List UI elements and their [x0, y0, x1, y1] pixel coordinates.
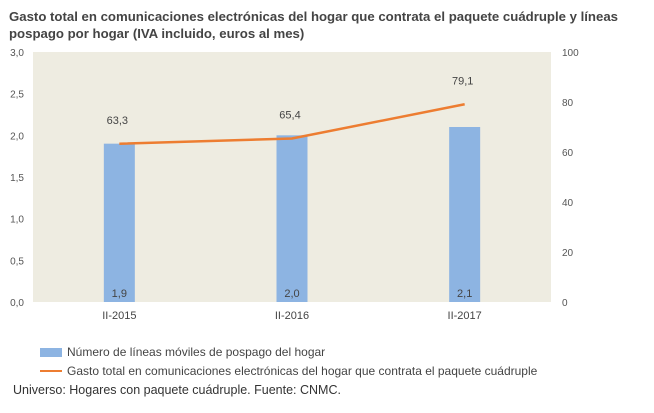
right-tick-label: 0 — [562, 298, 568, 309]
source-note: Universo: Hogares con paquete cuádruple.… — [13, 383, 341, 397]
bar-series — [103, 127, 481, 302]
left-tick-label: 0,0 — [10, 298, 24, 309]
right-tick-label: 40 — [562, 198, 574, 209]
legend-item-bars: Número de líneas móviles de pospago del … — [40, 345, 325, 359]
bar — [103, 143, 135, 302]
line-series — [119, 103, 465, 145]
legend-label-line: Gasto total en comunicaciones electrónic… — [67, 364, 538, 378]
bar-data-labels: 1,9 2,0 2,1 — [112, 288, 473, 300]
category-label: II-2016 — [275, 310, 309, 322]
left-tick-label: 1,5 — [10, 173, 24, 184]
bar-data-label: 2,1 — [457, 288, 472, 300]
right-tick-label: 60 — [562, 148, 574, 159]
legend-label-bars: Número de líneas móviles de pospago del … — [67, 345, 326, 359]
right-tick-label: 20 — [562, 248, 574, 259]
right-tick-label: 80 — [562, 98, 574, 109]
bar — [276, 135, 308, 302]
legend-swatch-bar — [40, 347, 62, 357]
bar — [449, 127, 481, 302]
left-tick-label: 2,5 — [10, 90, 24, 101]
left-tick-label: 2,0 — [10, 131, 24, 142]
left-tick-label: 1,0 — [10, 215, 24, 226]
left-tick-label: 0,5 — [10, 256, 24, 267]
line-data-label: 79,1 — [452, 75, 473, 87]
legend-item-line: Gasto total en comunicaciones electrónic… — [40, 364, 537, 378]
legend-swatch-line — [40, 370, 62, 372]
x-axis: II-2015 II-2016 II-2017 — [102, 310, 482, 322]
line-data-labels: 63,3 65,4 79,1 — [107, 75, 474, 127]
chart-title: Gasto total en comunicaciones electrónic… — [9, 9, 618, 41]
right-tick-label: 100 — [562, 48, 579, 59]
bar-data-label: 1,9 — [112, 288, 127, 300]
line-data-label: 65,4 — [279, 110, 300, 122]
bar-data-label: 2,0 — [284, 288, 299, 300]
category-label: II-2017 — [448, 310, 482, 322]
category-label: II-2015 — [102, 310, 136, 322]
left-tick-label: 3,0 — [10, 48, 24, 59]
left-axis: 0,0 0,5 1,0 1,5 2,0 2,5 3,0 — [10, 48, 24, 309]
line-data-label: 63,3 — [107, 115, 128, 127]
right-axis: 0 20 40 60 80 100 — [562, 48, 579, 309]
